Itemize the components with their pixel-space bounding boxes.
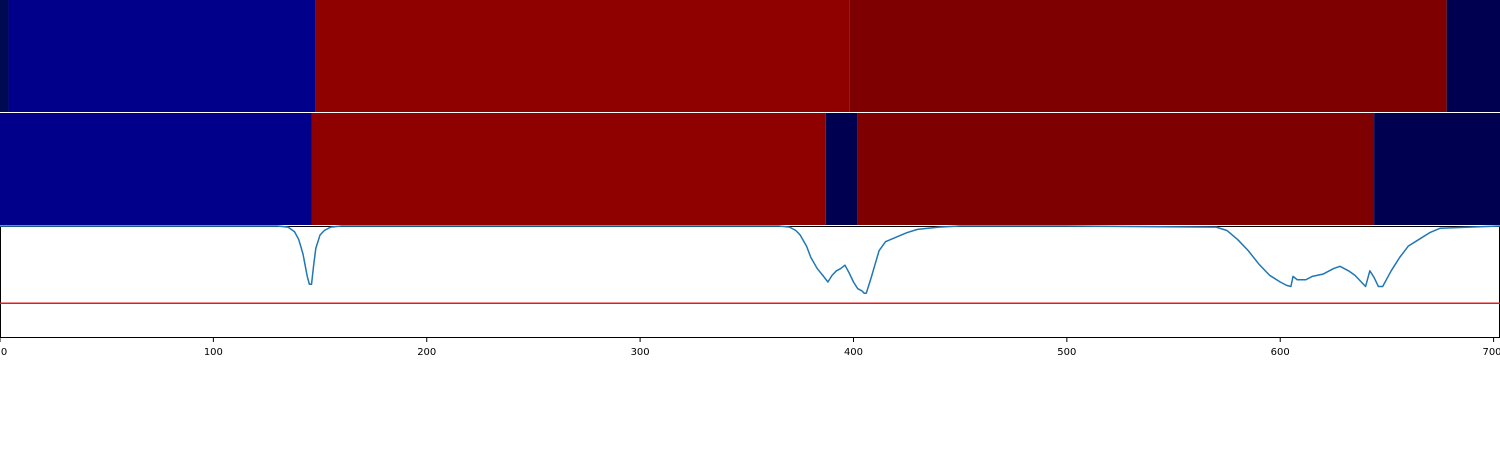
line-layer xyxy=(0,225,1500,305)
heatmap-top-segment-3 xyxy=(849,0,1447,112)
x-tick-label-7: 700 xyxy=(1482,347,1500,358)
x-tick-label-5: 500 xyxy=(1057,347,1076,358)
x-tick-label-4: 400 xyxy=(844,347,863,358)
heatmap-middle-segment-1 xyxy=(311,113,826,225)
x-tick-label-2: 200 xyxy=(417,347,436,358)
heatmap-middle-segment-4 xyxy=(1374,113,1500,225)
heatmap-top-segment-4 xyxy=(1446,0,1500,112)
x-tick-label-1: 100 xyxy=(204,347,223,358)
heatmap-middle-segment-3 xyxy=(857,113,1375,225)
series-line-0 xyxy=(0,225,1500,294)
line-panel: 0 100 200 300 400 500 600 700 xyxy=(0,225,1500,358)
x-axis-ticks: 0 100 200 300 400 500 600 700 xyxy=(0,338,1500,358)
x-tick-label-3: 300 xyxy=(631,347,650,358)
heatmap-top-segment-1 xyxy=(8,0,316,112)
x-tick-label-6: 600 xyxy=(1271,347,1290,358)
heatmap-top-segment-0 xyxy=(0,0,9,112)
heatmap-top-segment-2 xyxy=(315,0,850,112)
heatmap-middle-segment-2 xyxy=(825,113,858,225)
heatmap-panel-top xyxy=(0,0,1500,112)
x-tick-label-0: 0 xyxy=(1,347,7,358)
heatmap-panel-middle xyxy=(0,113,1500,225)
heatmap-middle-segment-0 xyxy=(0,113,312,225)
